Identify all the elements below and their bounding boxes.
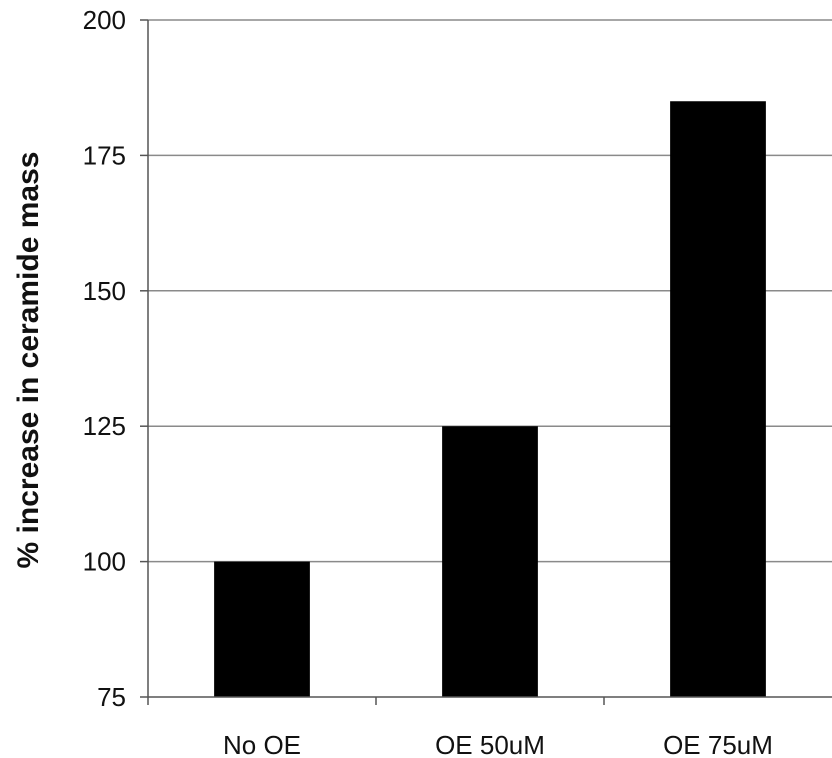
x-tick-label: OE 75uM — [663, 730, 773, 758]
y-tick-label: 75 — [97, 682, 126, 712]
y-tick-label: 100 — [83, 547, 126, 577]
y-tick-label: 150 — [83, 276, 126, 306]
x-tick-label: OE 50uM — [435, 730, 545, 758]
y-tick-labels: 75 100 125 150 175 200 — [83, 5, 148, 712]
bars — [214, 101, 766, 698]
axes — [147, 20, 832, 698]
x-tick-label: No OE — [223, 730, 301, 758]
y-tick-label: 125 — [83, 411, 126, 441]
bar — [670, 101, 766, 698]
x-tick-labels: No OE OE 50uM OE 75uM — [147, 697, 773, 758]
bar — [214, 561, 310, 697]
y-tick-label: 200 — [83, 5, 126, 35]
bar — [442, 426, 538, 697]
y-axis-title: % increase in ceramide mass — [12, 152, 45, 569]
y-tick-label: 175 — [83, 140, 126, 170]
